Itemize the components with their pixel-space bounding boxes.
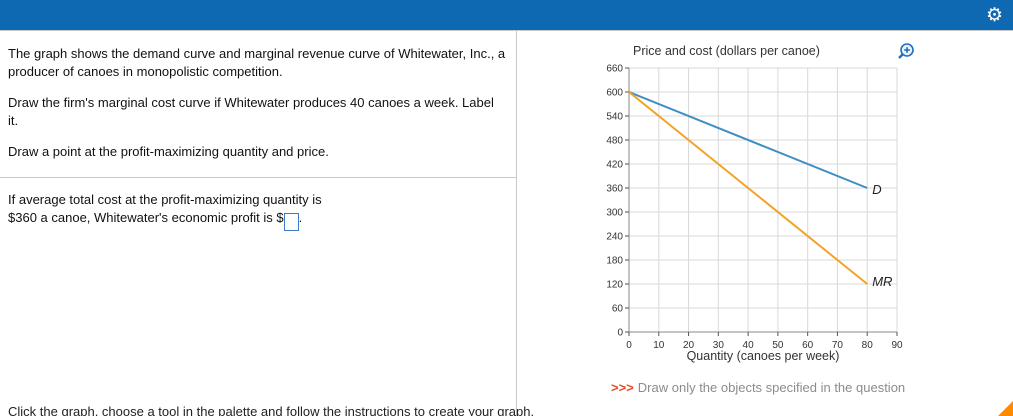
- graph-tool-instruction: Click the graph, choose a tool in the pa…: [8, 404, 535, 416]
- y-tick-label: 660: [606, 64, 623, 75]
- y-tick-label: 180: [606, 256, 623, 267]
- top-bar: ⚙: [0, 0, 1013, 30]
- y-tick-label: 120: [606, 280, 623, 291]
- y-tick-label: 300: [606, 208, 623, 219]
- question-paragraph-intro: The graph shows the demand curve and mar…: [8, 46, 506, 79]
- x-tick-label: 20: [683, 340, 695, 351]
- x-tick-label: 70: [832, 340, 844, 351]
- x-tick-label: 0: [626, 340, 632, 351]
- series-label-D: D: [872, 182, 881, 197]
- y-tick-label: 360: [606, 184, 623, 195]
- corner-indicator-icon: [998, 401, 1013, 416]
- x-tick-label: 90: [891, 340, 903, 351]
- series-MR: [628, 91, 868, 285]
- y-tick-label: 0: [617, 328, 623, 339]
- settings-gear-icon[interactable]: ⚙: [985, 4, 1003, 26]
- chart-title: Price and cost (dollars per canoe): [633, 44, 820, 58]
- y-tick-label: 60: [612, 304, 624, 315]
- x-tick-label: 60: [802, 340, 814, 351]
- y-tick-label: 600: [606, 88, 623, 99]
- price-cost-chart[interactable]: 0 60 120 180 240 300 360 420 480 540 600 660 0 10 20 30…: [595, 60, 935, 362]
- graph-note: >>> Draw only the objects specified in th…: [611, 380, 905, 395]
- profit-text-line2: $360 a canoe, Whitewater's economic prof…: [8, 209, 284, 225]
- note-text: Draw only the objects specified in the q…: [637, 380, 906, 395]
- economic-profit-input[interactable]: [283, 212, 299, 231]
- y-tick-label: 240: [606, 232, 623, 243]
- y-tick-label: 540: [606, 112, 623, 123]
- x-tick-label: 50: [772, 340, 784, 351]
- graph-panel: Price and cost (dollars per canoe) 0 60 12…: [517, 31, 1013, 416]
- x-tick-label: 30: [713, 340, 725, 351]
- note-arrows-icon: >>>: [611, 380, 634, 395]
- question-paragraph-draw-point: Draw a point at the profit-maximizing qu…: [8, 143, 329, 159]
- question-paragraph-profit: If average total cost at the profit-maxi…: [8, 191, 506, 231]
- y-tick-label: 420: [606, 160, 623, 171]
- zoom-icon[interactable]: [896, 42, 916, 62]
- profit-text-line1: If average total cost at the profit-maxi…: [8, 191, 322, 207]
- x-tick-label: 40: [743, 340, 755, 351]
- x-tick-label: 80: [862, 340, 874, 351]
- question-divider: [0, 176, 516, 178]
- series-D: [628, 91, 868, 189]
- question-paragraph-draw-mc: Draw the firm's marginal cost curve if W…: [8, 94, 494, 128]
- chart-x-axis-label: Quantity (canoes per week): [686, 349, 840, 363]
- profit-text-suffix: .: [298, 209, 303, 225]
- x-tick-label: 10: [653, 340, 665, 351]
- y-tick-label: 480: [606, 136, 623, 147]
- content-area: The graph shows the demand curve and mar…: [0, 30, 1013, 416]
- series-label-MR: MR: [872, 274, 892, 289]
- question-panel: The graph shows the demand curve and mar…: [0, 31, 517, 416]
